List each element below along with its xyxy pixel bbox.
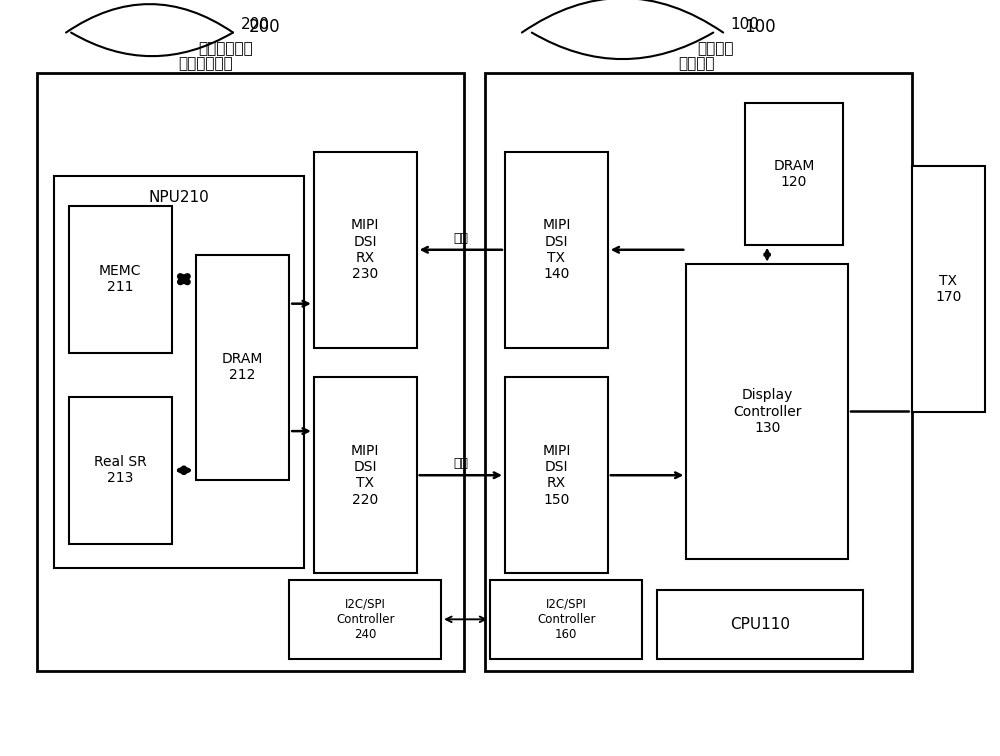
FancyBboxPatch shape [37,73,464,671]
Text: 发送: 发送 [453,231,468,244]
Text: I2C/SPI
Controller
160: I2C/SPI Controller 160 [537,598,595,641]
Text: I2C/SPI
Controller
240: I2C/SPI Controller 240 [336,598,394,641]
Text: NPU210: NPU210 [149,191,209,206]
Text: DRAM
212: DRAM 212 [222,352,263,383]
Text: DRAM
120: DRAM 120 [773,159,815,189]
FancyBboxPatch shape [912,166,985,411]
Text: 图像处理芯片: 图像处理芯片 [198,42,253,56]
FancyBboxPatch shape [69,397,172,544]
FancyBboxPatch shape [505,152,608,348]
Text: 主控芯片: 主控芯片 [697,42,734,56]
FancyBboxPatch shape [289,580,441,658]
FancyBboxPatch shape [505,377,608,573]
Text: MIPI
DSI
TX
220: MIPI DSI TX 220 [351,444,379,507]
FancyBboxPatch shape [686,265,848,559]
Text: 100: 100 [731,17,760,32]
Text: MIPI
DSI
RX
150: MIPI DSI RX 150 [542,444,571,507]
Text: CPU110: CPU110 [730,617,790,632]
Text: 回传: 回传 [453,457,468,470]
FancyBboxPatch shape [490,580,642,658]
FancyBboxPatch shape [745,103,843,245]
Text: MIPI
DSI
TX
140: MIPI DSI TX 140 [542,218,571,281]
Text: 200: 200 [249,18,281,36]
Text: Display
Controller
130: Display Controller 130 [733,389,801,435]
Text: 200: 200 [240,17,269,32]
Text: MIPI
DSI
RX
230: MIPI DSI RX 230 [351,218,379,281]
FancyBboxPatch shape [196,255,289,480]
FancyBboxPatch shape [54,176,304,569]
FancyBboxPatch shape [657,590,863,658]
Text: 主控芯片: 主控芯片 [678,56,714,71]
Text: MEMC
211: MEMC 211 [99,264,141,294]
Text: Real SR
213: Real SR 213 [94,455,147,485]
FancyBboxPatch shape [485,73,912,671]
FancyBboxPatch shape [314,152,417,348]
Text: 图像处理芯片: 图像处理芯片 [179,56,233,71]
Text: TX
170: TX 170 [935,274,962,304]
FancyBboxPatch shape [314,377,417,573]
Text: 100: 100 [744,18,776,36]
FancyBboxPatch shape [69,206,172,353]
